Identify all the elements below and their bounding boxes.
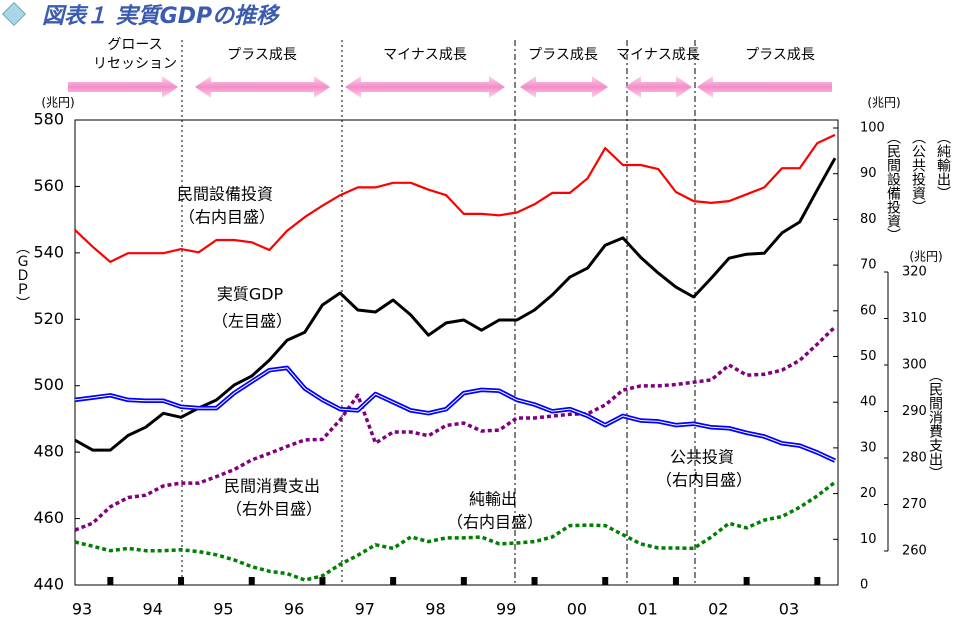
- y2-tick-label: 70: [860, 258, 877, 273]
- y2-tick-label: 20: [860, 486, 877, 501]
- y2-axis-label: （純輸出）: [935, 130, 951, 200]
- y-tick-label: 460: [33, 508, 64, 527]
- phase-label: プラス成長: [227, 47, 297, 63]
- y3-axis-label: （民間消費支出）: [927, 368, 943, 480]
- x-tick: [602, 577, 609, 585]
- y2-axis-label: （民間設備投資）: [885, 130, 901, 242]
- y2-tick-label: 100: [860, 121, 885, 136]
- y2-axis-label: （公共投資）: [910, 130, 926, 214]
- series-note: （右外目盛）: [226, 500, 322, 519]
- x-tick-label: 94: [143, 600, 163, 619]
- x-tick: [319, 577, 326, 585]
- y2-tick-label: 40: [860, 395, 877, 410]
- y-tick-label: 440: [33, 575, 64, 594]
- y3-tick-label: 310: [902, 311, 927, 326]
- y-axis-label: （ＧＤＰ）: [14, 240, 30, 310]
- series-line: [74, 133, 836, 263]
- y3-tick-label: 260: [902, 544, 927, 559]
- x-tick-label: 97: [355, 600, 375, 619]
- series-label: 民間消費支出: [224, 477, 320, 496]
- y-tick-label: 560: [33, 176, 64, 195]
- x-tick: [814, 577, 821, 585]
- x-tick: [390, 577, 397, 585]
- x-tick-label: 01: [637, 600, 657, 619]
- y2-tick-label: 10: [860, 532, 877, 547]
- series-label: 民間設備投資: [177, 185, 273, 204]
- phase-label: マイナス成長: [616, 47, 700, 63]
- y2-tick-label: 30: [860, 440, 877, 455]
- y3-tick-label: 290: [902, 404, 927, 419]
- y-tick-label: 520: [33, 309, 64, 328]
- y-tick-label: 480: [33, 442, 64, 461]
- x-tick-label: 03: [779, 600, 799, 619]
- x-tick: [248, 577, 255, 585]
- x-tick: [531, 577, 538, 585]
- phase-arrow: [195, 76, 330, 98]
- x-tick: [743, 577, 750, 585]
- x-tick-label: 93: [72, 600, 92, 619]
- series-line: [74, 325, 837, 532]
- y3-tick-label: 280: [902, 451, 927, 466]
- phase-label: グロース: [107, 37, 162, 53]
- y2-tick-label: 80: [860, 212, 877, 227]
- y-tick-label: 580: [33, 110, 64, 129]
- series-label: 公共投資: [670, 448, 734, 467]
- series-note: （右内目盛）: [656, 471, 752, 490]
- y2-unit: (兆円): [867, 96, 900, 110]
- y2-tick-label: 60: [860, 303, 877, 318]
- series-line: [74, 480, 837, 582]
- y3-tick-label: 300: [902, 358, 927, 373]
- y-tick-label: 500: [33, 375, 64, 394]
- x-tick: [107, 577, 114, 585]
- chart-title: 図表１ 実質GDPの推移: [42, 3, 281, 29]
- x-tick-label: 96: [284, 600, 304, 619]
- x-tick: [178, 577, 185, 585]
- phase-arrow: [345, 76, 505, 98]
- phase-arrow: [68, 76, 178, 98]
- series-line: [74, 367, 836, 462]
- x-tick-label: 02: [708, 600, 728, 619]
- y-tick-label: 540: [33, 242, 64, 261]
- phase-label: プラス成長: [745, 47, 815, 63]
- y3-unit: (兆円): [909, 250, 942, 264]
- x-tick: [672, 577, 679, 585]
- x-tick-label: 98: [425, 600, 445, 619]
- series-note: （右内目盛）: [179, 208, 275, 227]
- y2-tick-label: 0: [860, 578, 868, 593]
- series-label: 純輸出: [469, 490, 517, 509]
- x-tick: [460, 577, 467, 585]
- series-note: （左目盛）: [212, 312, 292, 331]
- plot-frame: [74, 119, 839, 586]
- phase-arrow: [697, 76, 832, 98]
- phase-arrow: [625, 76, 692, 98]
- phase-label: マイナス成長: [383, 47, 467, 63]
- x-tick-label: 99: [496, 600, 516, 619]
- phase-label: プラス成長: [528, 47, 598, 63]
- y2-tick-label: 50: [860, 349, 877, 364]
- title-icon: [1, 1, 27, 27]
- y-unit: (兆円): [41, 96, 74, 110]
- y3-tick-label: 320: [902, 265, 927, 280]
- x-tick-label: 95: [213, 600, 233, 619]
- y2-tick-label: 90: [860, 166, 877, 181]
- phase-label: リセッション: [93, 56, 177, 72]
- x-tick-label: 00: [567, 600, 587, 619]
- phase-arrow: [520, 76, 608, 98]
- series-note: （右内目盛）: [447, 513, 543, 532]
- series-label: 実質GDP: [217, 285, 284, 304]
- y3-tick-label: 270: [902, 497, 927, 512]
